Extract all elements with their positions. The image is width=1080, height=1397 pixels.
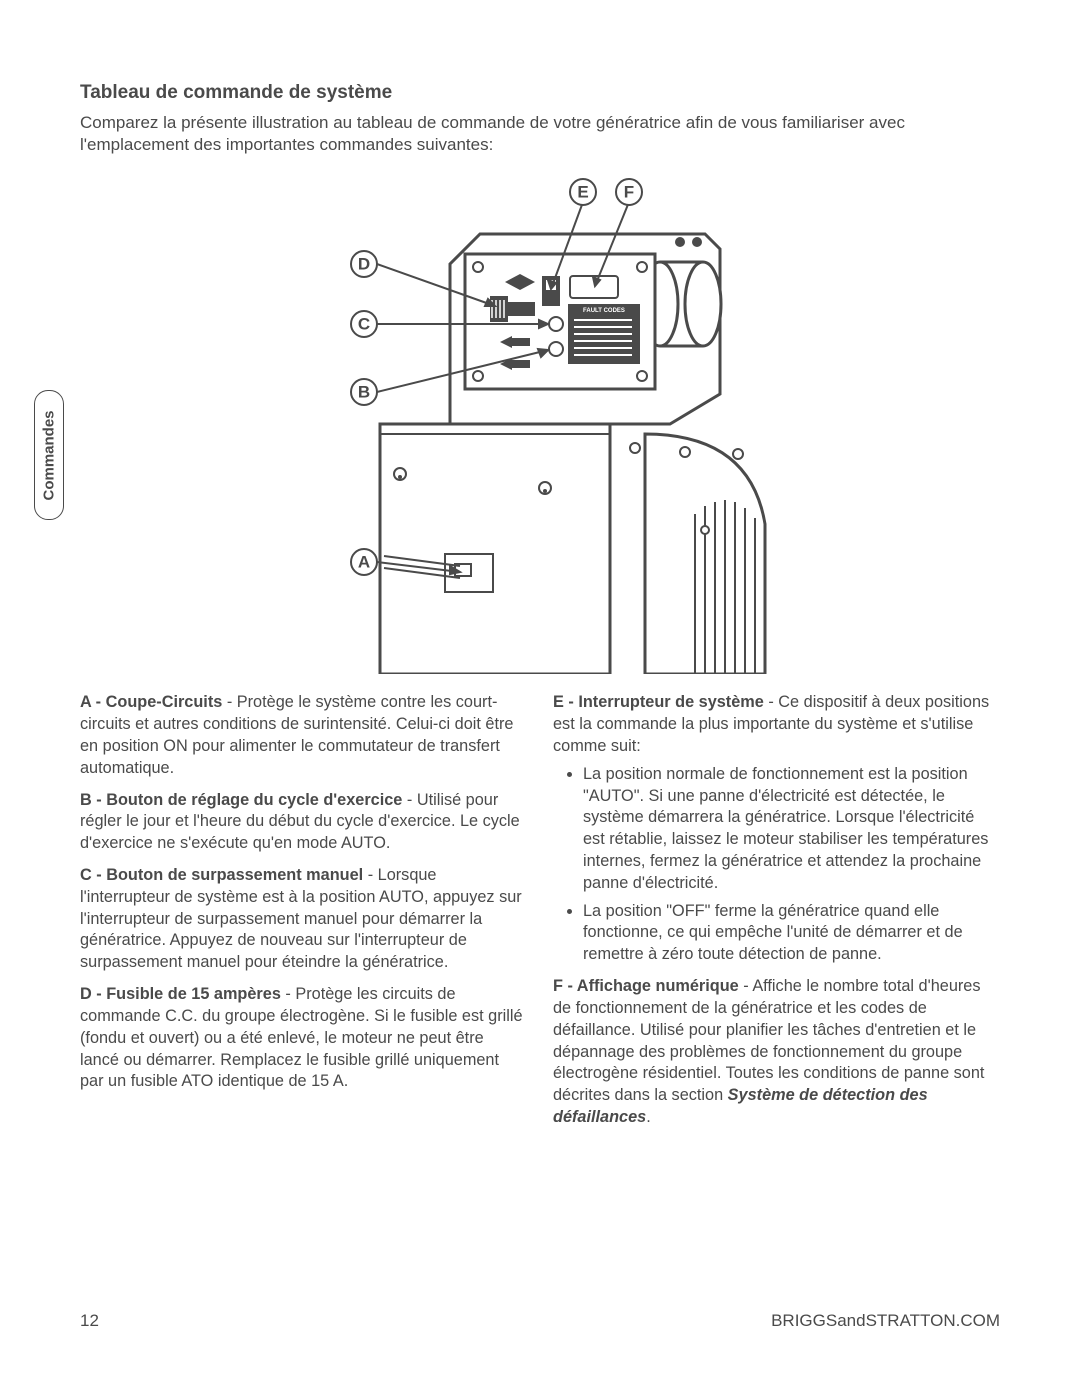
item-D: D - Fusible de 15 ampères - Protège les …	[80, 984, 527, 1093]
item-C-label: C - Bouton de surpassement manuel	[80, 866, 363, 884]
item-A: A - Coupe-Circuits - Protège le système …	[80, 692, 527, 779]
item-B-label: B - Bouton de réglage du cycle d'exercic…	[80, 791, 402, 809]
left-column: A - Coupe-Circuits - Protège le système …	[80, 692, 527, 1139]
svg-text:FAULT CODES: FAULT CODES	[583, 308, 625, 314]
control-panel-diagram: FAULT CODES	[300, 174, 780, 674]
description-columns: A - Coupe-Circuits - Protège le système …	[80, 692, 1000, 1139]
footer-site: BRIGGSandSTRATTON.COM	[771, 1311, 1000, 1331]
page-content: Tableau de commande de système Comparez …	[80, 82, 1000, 1139]
section-intro: Comparez la présente illustration au tab…	[80, 112, 1000, 156]
item-F: F - Affichage numérique - Affiche le nom…	[553, 976, 1000, 1129]
item-B: B - Bouton de réglage du cycle d'exercic…	[80, 790, 527, 855]
item-D-label: D - Fusible de 15 ampères	[80, 985, 281, 1003]
item-E-label: E - Interrupteur de système	[553, 693, 764, 711]
side-tab-commandes: Commandes	[34, 390, 64, 520]
item-F-label: F - Affichage numérique	[553, 977, 739, 995]
callout-A: A	[358, 553, 370, 572]
item-E-bullet-2: La position "OFF" ferme la génératrice q…	[583, 901, 1000, 966]
item-C: C - Bouton de surpassement manuel - Lors…	[80, 865, 527, 974]
section-title: Tableau de commande de système	[80, 82, 1000, 104]
page-number: 12	[80, 1311, 99, 1331]
item-E-bullets: La position normale de fonctionnement es…	[553, 764, 1000, 966]
callout-C: C	[358, 315, 370, 334]
item-E-bullet-1: La position normale de fonctionnement es…	[583, 764, 1000, 895]
right-column: E - Interrupteur de système - Ce disposi…	[553, 692, 1000, 1139]
item-E: E - Interrupteur de système - Ce disposi…	[553, 692, 1000, 966]
callout-D: D	[358, 255, 370, 274]
diagram-wrap: FAULT CODES	[80, 174, 1000, 674]
item-F-text-after: .	[646, 1108, 651, 1126]
callout-E: E	[577, 183, 588, 202]
item-A-label: A - Coupe-Circuits	[80, 693, 222, 711]
callout-F: F	[624, 183, 634, 202]
callout-B: B	[358, 383, 370, 402]
page-footer: 12 BRIGGSandSTRATTON.COM	[80, 1311, 1000, 1331]
side-tab-label: Commandes	[41, 410, 58, 500]
